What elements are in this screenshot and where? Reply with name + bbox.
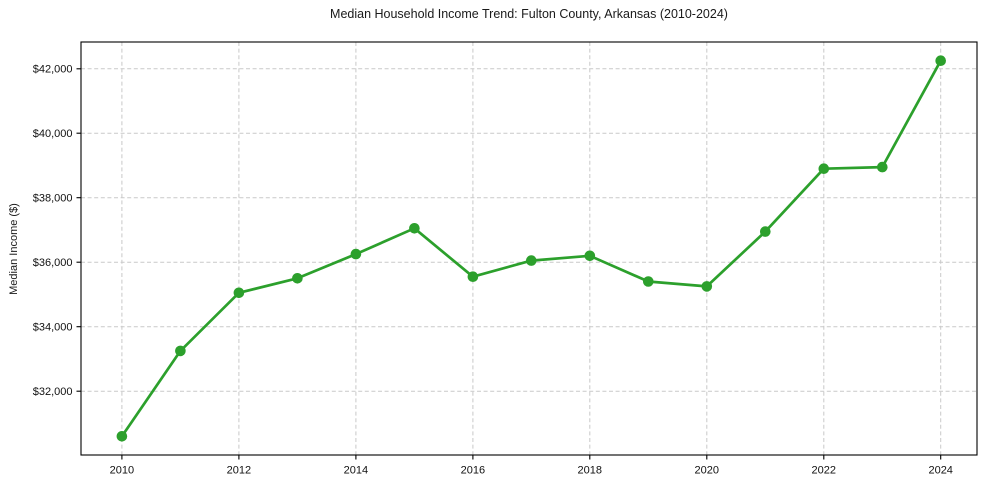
x-tick-label: 2012 [227, 465, 251, 477]
plot-border [80, 41, 978, 456]
data-point-2014 [350, 248, 362, 260]
y-tick-label: $34,000 [33, 322, 73, 334]
x-tick-label: 2020 [695, 465, 719, 477]
y-tick-label: $40,000 [33, 128, 73, 140]
y-tick-label: $36,000 [33, 257, 73, 269]
data-point-2022 [818, 163, 830, 174]
data-point-2011 [175, 345, 186, 357]
data-point-2018 [584, 250, 596, 262]
data-point-2023 [877, 161, 888, 173]
y-tick-label: $38,000 [33, 193, 73, 205]
x-tick-label: 2024 [928, 465, 952, 477]
data-point-2020 [701, 281, 713, 292]
y-tick-label: $42,000 [33, 64, 73, 76]
x-tick-label: 2018 [578, 465, 602, 477]
x-tick-label: 2016 [461, 465, 485, 477]
data-point-2010 [116, 431, 128, 442]
data-point-2017 [526, 255, 537, 266]
data-point-2021 [760, 226, 771, 237]
data-point-2012 [233, 287, 245, 299]
x-tick-label: 2010 [110, 465, 134, 477]
data-point-2019 [643, 276, 654, 287]
trend-line [120, 59, 943, 438]
x-tick-label: 2014 [344, 465, 368, 477]
y-tick-label: $32,000 [33, 386, 73, 398]
x-tick-label: 2022 [812, 465, 836, 477]
data-point-2024 [935, 55, 946, 66]
data-point-2015 [409, 223, 420, 234]
data-point-2016 [467, 271, 479, 283]
chart-title: Median Household Income Trend: Fulton Co… [330, 7, 728, 21]
data-point-2013 [292, 273, 303, 284]
